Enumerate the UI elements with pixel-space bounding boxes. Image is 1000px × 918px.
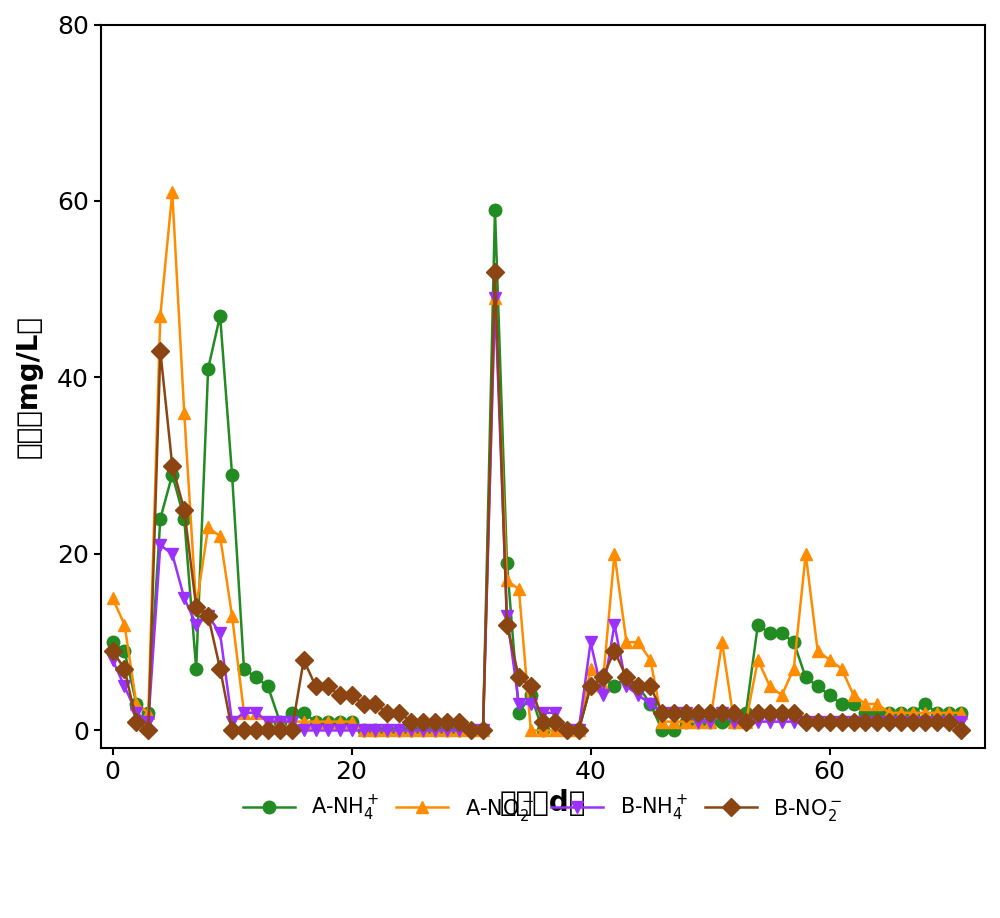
A-NH$_4^+$ [405,725,417,736]
A-NO$_2^-$ [166,186,178,197]
B-NO$_2^-$ [668,707,680,718]
B-NO$_2^-$ [142,725,154,736]
B-NO$_2^-$ [107,645,119,656]
Line: B-NO$_2^-$: B-NO$_2^-$ [106,265,967,736]
A-NO$_2^-$ [704,716,716,727]
B-NH$_4^+$ [298,725,310,736]
A-NH$_4^+$ [358,725,370,736]
A-NH$_4^+$ [226,469,238,480]
A-NH$_4^+$ [489,205,501,216]
A-NO$_2^-$ [955,707,967,718]
A-NH$_4^+$ [668,725,680,736]
Y-axis label: 浓度（mg/L）: 浓度（mg/L） [15,315,43,458]
B-NH$_4^+$ [489,293,501,304]
B-NH$_4^+$ [608,619,620,630]
A-NH$_4^+$ [955,707,967,718]
B-NO$_2^-$ [704,707,716,718]
A-NO$_2^-$ [238,707,250,718]
A-NH$_4^+$ [107,637,119,648]
B-NH$_4^+$ [668,707,680,718]
B-NO$_2^-$ [489,266,501,277]
B-NH$_4^+$ [226,716,238,727]
B-NO$_2^-$ [238,725,250,736]
Line: B-NH$_4^+$: B-NH$_4^+$ [106,292,967,736]
B-NH$_4^+$ [107,655,119,666]
A-NO$_2^-$ [358,725,370,736]
Line: A-NO$_2^-$: A-NO$_2^-$ [106,186,967,736]
X-axis label: 时间（d）: 时间（d） [500,789,586,817]
A-NO$_2^-$ [107,592,119,603]
B-NH$_4^+$ [704,716,716,727]
A-NH$_4^+$ [704,716,716,727]
Line: A-NH$_4^+$: A-NH$_4^+$ [106,204,967,736]
B-NO$_2^-$ [907,716,919,727]
A-NO$_2^-$ [907,707,919,718]
B-NO$_2^-$ [608,645,620,656]
A-NH$_4^+$ [907,707,919,718]
A-NO$_2^-$ [668,716,680,727]
B-NH$_4^+$ [955,716,967,727]
B-NH$_4^+$ [405,725,417,736]
B-NH$_4^+$ [907,716,919,727]
A-NO$_2^-$ [417,725,429,736]
A-NO$_2^-$ [608,548,620,559]
B-NO$_2^-$ [405,716,417,727]
B-NO$_2^-$ [955,725,967,736]
Legend: A-NH$_4^+$, A-NO$_2^-$, B-NH$_4^+$, B-NO$_2^-$: A-NH$_4^+$, A-NO$_2^-$, B-NH$_4^+$, B-NO… [234,786,851,832]
A-NH$_4^+$ [608,681,620,692]
